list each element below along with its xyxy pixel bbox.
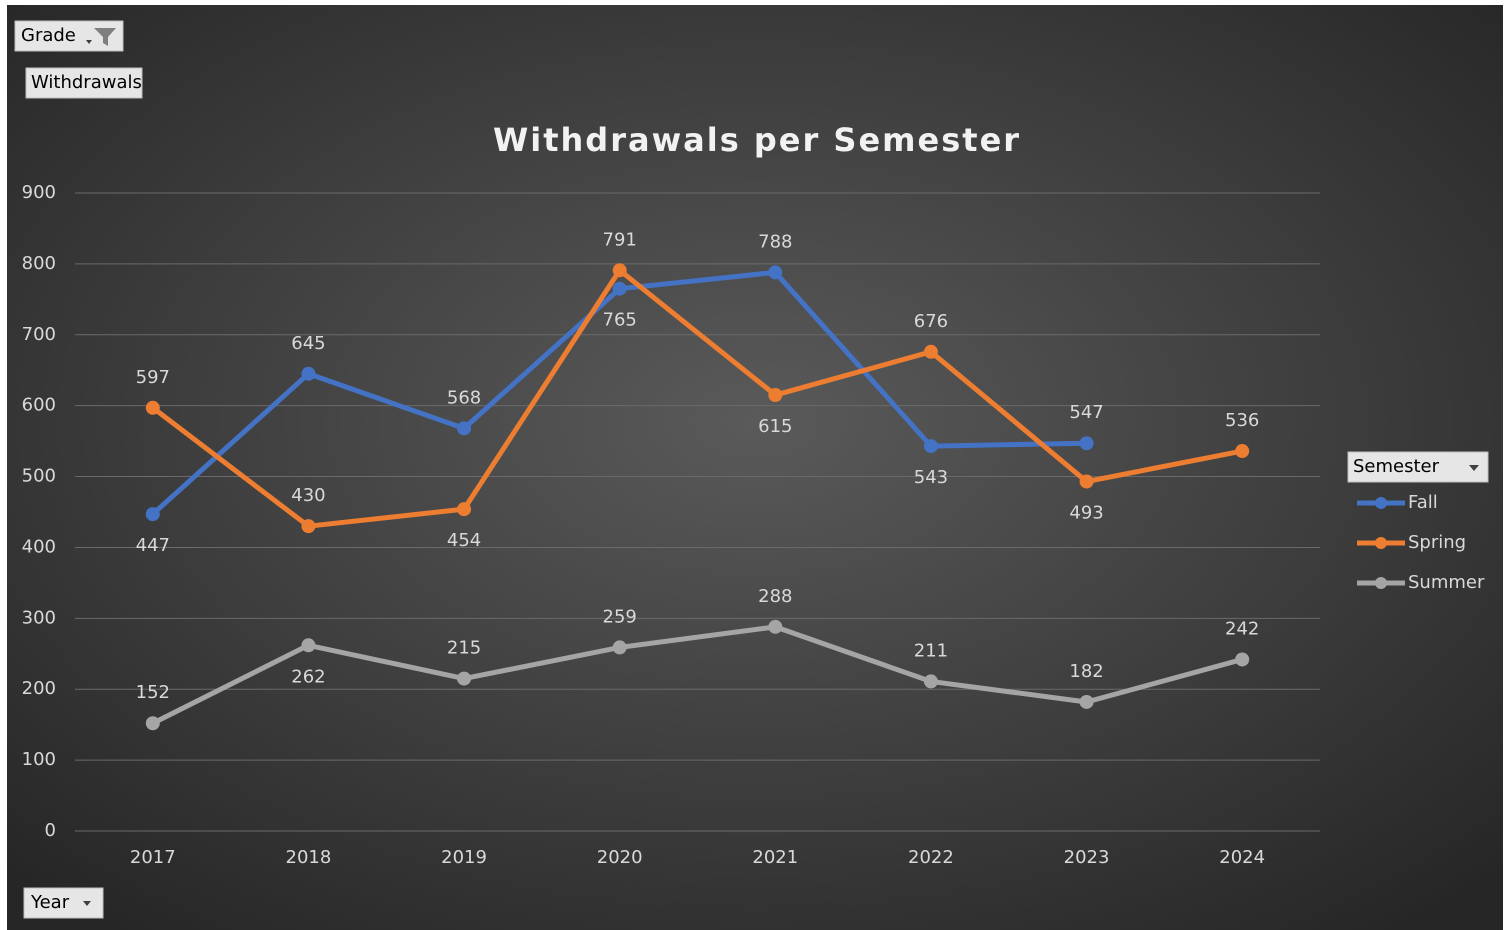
data-point [612, 640, 627, 655]
y-tick-label: 700 [22, 324, 56, 345]
button-box[interactable] [23, 887, 104, 919]
data-label: 615 [758, 416, 792, 437]
button-label[interactable]: Grade [21, 25, 76, 46]
data-label: 765 [603, 310, 637, 331]
filter-button[interactable]: Grade [14, 20, 124, 52]
series-line [150, 624, 1245, 726]
value-button[interactable]: Withdrawals [25, 67, 143, 99]
chart-background [7, 5, 1503, 930]
y-tick-label: 0 [45, 820, 56, 841]
dropdown-icon[interactable] [83, 901, 91, 906]
data-point [923, 344, 938, 359]
legend-label: Spring [1408, 532, 1466, 553]
legend-item: Spring [1357, 532, 1466, 553]
legend-marker [1375, 537, 1387, 549]
data-label: 447 [136, 535, 170, 556]
data-point [301, 519, 316, 534]
x-tick-label: 2018 [286, 847, 332, 868]
data-label: 262 [291, 666, 325, 687]
data-label: 242 [1225, 618, 1259, 639]
y-tick-label: 400 [22, 536, 56, 557]
button-label[interactable]: Withdrawals [31, 72, 142, 93]
filter-icon[interactable] [94, 28, 116, 46]
data-label: 676 [914, 311, 948, 332]
data-point [768, 619, 783, 634]
button-box[interactable] [25, 67, 143, 99]
data-label: 211 [914, 640, 948, 661]
dropdown-icon[interactable] [1469, 465, 1479, 471]
data-point [301, 638, 316, 653]
data-label: 788 [758, 231, 792, 252]
data-label: 430 [291, 485, 325, 506]
data-point [145, 716, 160, 731]
y-tick-label: 800 [22, 253, 56, 274]
data-point [1079, 694, 1094, 709]
y-tick-label: 500 [22, 466, 56, 487]
y-tick-label: 300 [22, 607, 56, 628]
y-tick-label: 600 [22, 395, 56, 416]
legend-button[interactable]: Semester [1347, 451, 1489, 483]
legend-item: Summer [1357, 572, 1485, 593]
data-point [457, 671, 472, 686]
data-point [457, 502, 472, 517]
x-tick-label: 2020 [597, 847, 643, 868]
data-label: 152 [136, 682, 170, 703]
data-point [612, 281, 627, 296]
data-label: 645 [291, 333, 325, 354]
x-tick-label: 2019 [441, 847, 487, 868]
button-box[interactable] [1347, 451, 1489, 483]
dropdown-icon[interactable] [86, 40, 92, 44]
data-label: 536 [1225, 410, 1259, 431]
data-point [923, 674, 938, 689]
y-tick-label: 200 [22, 678, 56, 699]
data-label: 454 [447, 530, 481, 551]
data-label: 597 [136, 367, 170, 388]
legend-label: Fall [1408, 492, 1438, 513]
x-tick-label: 2017 [130, 847, 176, 868]
plot-area: 0 100 200 300 400 500 600 700 800 900 2017 2018 2019… [22, 182, 1485, 868]
data-point [768, 265, 783, 280]
data-point [1235, 444, 1250, 459]
data-label: 493 [1069, 503, 1103, 524]
button-label[interactable]: Year [30, 892, 70, 913]
legend-marker [1375, 577, 1387, 589]
x-tick-label: 2024 [1219, 847, 1265, 868]
legend-item: Fall [1357, 492, 1438, 513]
data-point [1235, 652, 1250, 667]
data-point [1079, 474, 1094, 489]
legend-marker [1375, 497, 1387, 509]
data-point [457, 421, 472, 436]
data-label: 547 [1069, 402, 1103, 423]
x-tick-label: 2022 [908, 847, 954, 868]
data-point [145, 507, 160, 522]
data-point [923, 439, 938, 454]
x-tick-label: 2021 [752, 847, 798, 868]
button-label[interactable]: Semester [1353, 456, 1440, 477]
series-line [150, 267, 1245, 529]
data-point [301, 366, 316, 381]
x-tick-label: 2023 [1064, 847, 1110, 868]
data-label: 543 [914, 467, 948, 488]
legend-label: Summer [1408, 572, 1485, 593]
data-label: 215 [447, 638, 481, 659]
data-point [768, 388, 783, 403]
chart-title: Withdrawals per Semester [493, 121, 1021, 159]
y-tick-label: 100 [22, 749, 56, 770]
data-label: 182 [1069, 661, 1103, 682]
data-label: 259 [603, 606, 637, 627]
data-point [612, 263, 627, 278]
axis-button[interactable]: Year [23, 887, 104, 919]
data-label: 568 [447, 387, 481, 408]
data-label: 288 [758, 586, 792, 607]
data-point [145, 400, 160, 415]
y-tick-label: 900 [22, 182, 56, 203]
data-label: 791 [603, 229, 637, 250]
data-point [1079, 436, 1094, 451]
